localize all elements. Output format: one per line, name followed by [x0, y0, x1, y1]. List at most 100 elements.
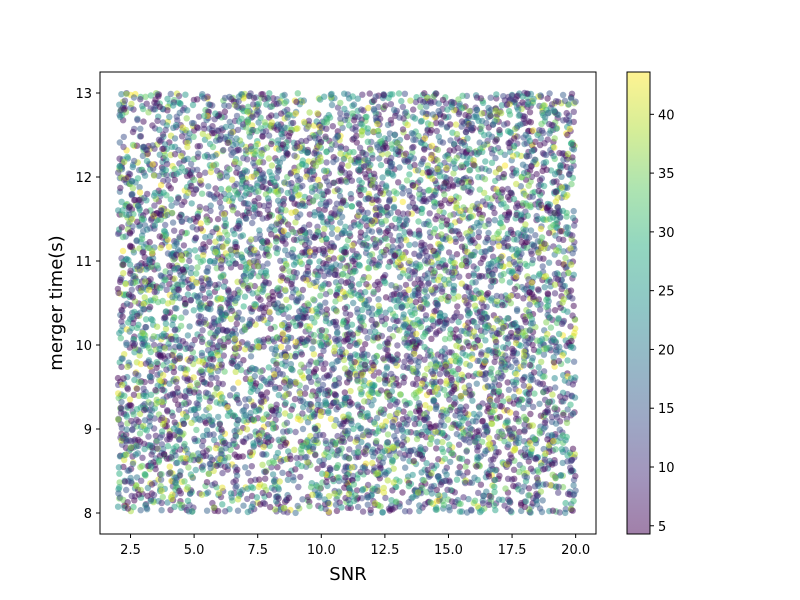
scatter-point — [182, 300, 189, 307]
scatter-point — [538, 120, 545, 128]
scatter-point — [380, 484, 387, 492]
scatter-point — [370, 362, 377, 369]
scatter-point — [478, 351, 485, 358]
scatter-point — [536, 400, 543, 407]
scatter-point — [426, 388, 433, 396]
scatter-point — [399, 190, 406, 197]
scatter-point — [365, 195, 372, 202]
scatter-point — [461, 294, 469, 301]
scatter-point — [249, 219, 256, 227]
scatter-point — [158, 499, 165, 507]
scatter-point — [130, 503, 137, 511]
scatter-point — [323, 159, 330, 166]
scatter-point — [389, 91, 396, 98]
scatter-point — [164, 95, 171, 103]
scatter-point — [153, 323, 161, 330]
scatter-point — [311, 234, 318, 241]
scatter-point — [438, 295, 445, 302]
scatter-point — [534, 286, 542, 293]
scatter-point — [438, 121, 445, 128]
scatter-point — [485, 501, 493, 508]
scatter-point — [145, 433, 152, 440]
scatter-point — [328, 101, 336, 109]
scatter-point — [558, 446, 565, 453]
scatter-point — [362, 445, 369, 452]
scatter-point — [416, 231, 423, 239]
scatter-point — [337, 99, 344, 107]
scatter-point — [314, 465, 321, 472]
scatter-point — [413, 435, 421, 443]
scatter-point — [491, 476, 499, 484]
scatter-point — [251, 204, 258, 211]
scatter-point — [188, 419, 195, 427]
scatter-point — [164, 408, 171, 415]
scatter-point — [273, 249, 281, 257]
scatter-point — [180, 242, 188, 249]
scatter-point — [292, 353, 299, 360]
scatter-point — [479, 500, 487, 507]
scatter-point — [193, 226, 200, 233]
scatter-point — [567, 287, 575, 294]
scatter-point — [297, 368, 304, 376]
scatter-point — [286, 412, 294, 420]
scatter-point — [425, 187, 432, 194]
scatter-point — [282, 399, 289, 407]
scatter-point — [455, 194, 462, 201]
scatter-point — [201, 95, 208, 102]
scatter-point — [464, 458, 471, 465]
scatter-point — [241, 326, 249, 334]
scatter-point — [485, 220, 492, 228]
scatter-point — [525, 182, 532, 189]
scatter-point — [358, 106, 365, 113]
scatter-point — [498, 277, 506, 284]
scatter-point — [496, 413, 504, 421]
scatter-point — [485, 167, 493, 174]
scatter-point — [240, 502, 247, 509]
scatter-point — [186, 323, 193, 330]
scatter-point — [132, 451, 139, 458]
scatter-point — [358, 179, 365, 187]
scatter-point — [447, 458, 454, 466]
scatter-point — [543, 151, 550, 159]
scatter-point — [158, 428, 166, 435]
scatter-point — [406, 257, 413, 265]
scatter-point — [164, 176, 172, 184]
scatter-point — [514, 230, 522, 237]
scatter-point — [346, 455, 353, 462]
scatter-point — [236, 289, 243, 296]
scatter-point — [190, 176, 198, 183]
scatter-point — [166, 463, 173, 470]
scatter-point — [275, 197, 282, 204]
scatter-point — [184, 291, 192, 298]
scatter-point — [569, 214, 577, 221]
scatter-point — [505, 441, 512, 448]
scatter-point — [384, 431, 392, 438]
scatter-point — [561, 97, 569, 105]
scatter-point — [134, 175, 142, 182]
scatter-point — [311, 332, 318, 339]
scatter-point — [435, 276, 442, 284]
scatter-point — [128, 314, 135, 321]
scatter-point — [347, 311, 354, 318]
scatter-point — [417, 323, 425, 331]
scatter-point — [121, 392, 128, 399]
scatter-point — [159, 493, 166, 501]
scatter-point — [345, 95, 353, 102]
scatter-point — [123, 300, 131, 307]
scatter-point — [409, 194, 416, 201]
scatter-point — [380, 91, 387, 99]
scatter-point — [354, 95, 361, 102]
scatter-point — [564, 192, 571, 199]
scatter-point — [137, 379, 144, 386]
scatter-point — [159, 386, 166, 393]
scatter-point — [334, 186, 341, 193]
scatter-point — [321, 272, 328, 280]
scatter-point — [316, 457, 323, 465]
scatter-point — [331, 422, 338, 430]
scatter-point — [246, 449, 254, 456]
scatter-point — [118, 398, 125, 406]
scatter-point — [478, 165, 485, 172]
scatter-point — [284, 221, 292, 228]
scatter-point — [323, 315, 330, 322]
scatter-point — [298, 462, 305, 470]
